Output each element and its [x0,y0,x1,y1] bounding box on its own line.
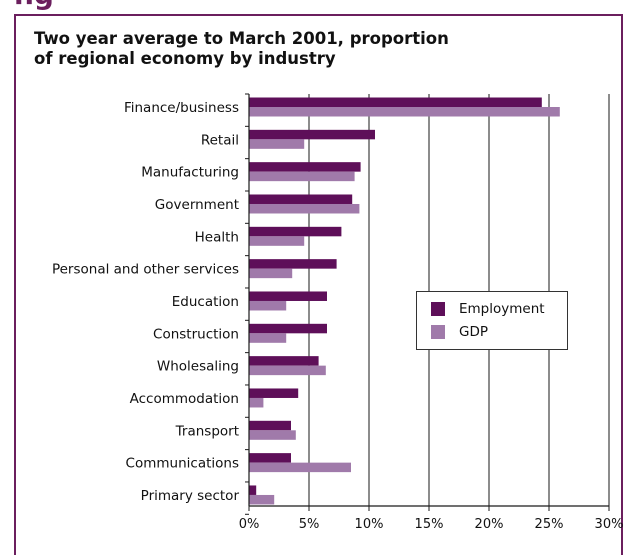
bar-employment-1 [249,129,375,140]
bar-employment-8 [249,356,319,366]
x-tick-label-6: 30% [595,517,624,532]
bar-employment-10 [249,420,291,431]
legend-label-employment: Employment [459,301,545,317]
bar-gdp-7 [249,333,287,343]
bar-gdp-0 [249,107,560,117]
bar-layer [249,97,560,505]
x-tick-label-3: 15% [415,517,444,532]
x-tick-label-2: 10% [355,517,384,532]
bar-employment-12 [249,485,257,495]
x-tick-label-1: 5% [299,517,320,532]
category-label-0: Finance/business [124,100,239,116]
legend-swatch-gdp [431,325,445,339]
legend-item-employment: Employment [431,301,545,317]
category-label-10: Transport [175,423,239,439]
bar-employment-2 [249,162,361,172]
bar-gdp-5 [249,268,293,279]
bar-employment-6 [249,291,327,301]
header-fragment: ng [14,0,82,14]
bar-gdp-4 [249,236,305,246]
chart-legend: Employment GDP [416,291,568,350]
legend-item-gdp: GDP [431,324,488,340]
category-label-9: Accommodation [130,391,239,407]
category-label-6: Education [172,294,239,310]
category-label-5: Personal and other services [52,262,239,278]
category-label-7: Construction [153,326,239,342]
bar-gdp-1 [249,139,305,149]
chart-frame [14,14,623,555]
category-label-4: Health [195,229,239,245]
bar-employment-4 [249,226,342,237]
category-label-8: Wholesaling [157,359,239,375]
chart-title: Two year average to March 2001, proporti… [34,29,449,69]
x-tick-label-4: 20% [475,517,504,532]
bar-gdp-3 [249,203,360,214]
bar-employment-7 [249,323,327,334]
bar-employment-9 [249,388,299,398]
legend-label-gdp: GDP [459,324,488,340]
bar-employment-5 [249,259,337,269]
x-tick-label-5: 25% [535,517,564,532]
chart-title-line-2: of regional economy by industry [34,49,336,68]
bar-gdp-2 [249,171,355,182]
label-layer: Finance/business Retail Manufacturing Gover… [52,100,623,532]
category-label-12: Primary sector [141,488,240,504]
category-label-3: Government [155,197,239,213]
x-tick-label-0: 0% [239,517,260,532]
bar-gdp-9 [249,397,264,408]
category-label-11: Communications [126,456,239,472]
bar-gdp-10 [249,430,296,440]
category-label-1: Retail [201,132,239,148]
bar-employment-0 [249,97,542,107]
bar-gdp-12 [249,494,275,505]
bar-employment-3 [249,194,353,204]
axis-layer [245,93,610,515]
bar-gdp-8 [249,365,326,376]
category-label-2: Manufacturing [141,165,239,181]
legend-swatch-employment [431,302,445,316]
bar-gdp-6 [249,300,287,311]
bar-gdp-11 [249,462,351,473]
chart-title-line-1: Two year average to March 2001, proporti… [34,29,449,48]
bar-employment-11 [249,453,291,463]
